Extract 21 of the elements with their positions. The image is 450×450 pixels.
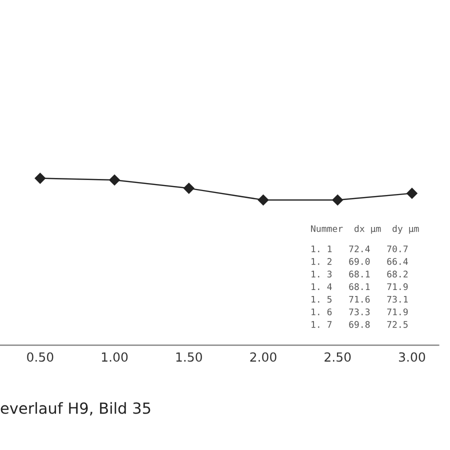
text: everlauf H9, Bild 35	[0, 402, 150, 416]
annotation: 1. 2 69.0 66.4	[312, 258, 408, 265]
x-tick-label: 1.00	[102, 352, 128, 362]
annotation: 1. 4 68.1 71.9	[312, 283, 408, 290]
point	[406, 188, 418, 199]
x-tick-label: 0.50	[27, 352, 54, 362]
point	[332, 194, 344, 206]
annotation: 1. 5 71.6 73.1	[312, 296, 408, 303]
point	[183, 182, 194, 194]
x-tick-label: 3.00	[399, 352, 426, 362]
annotation: 1. 7 69.8 72.5	[312, 321, 408, 328]
annotation: 1. 1 72.4 70.7	[312, 245, 408, 252]
point	[109, 174, 120, 186]
point	[258, 194, 269, 206]
point	[34, 172, 46, 184]
x-tick-label: 2.00	[250, 352, 276, 362]
annotation: 1. 6 73.3 71.9	[312, 308, 408, 316]
annotation: 1. 3 68.1 68.2	[312, 270, 408, 278]
x-tick-label: 1.50	[176, 352, 202, 362]
annotation: Nummer dx µm dy µm	[311, 225, 419, 234]
x-tick-label: 2.50	[324, 352, 351, 362]
